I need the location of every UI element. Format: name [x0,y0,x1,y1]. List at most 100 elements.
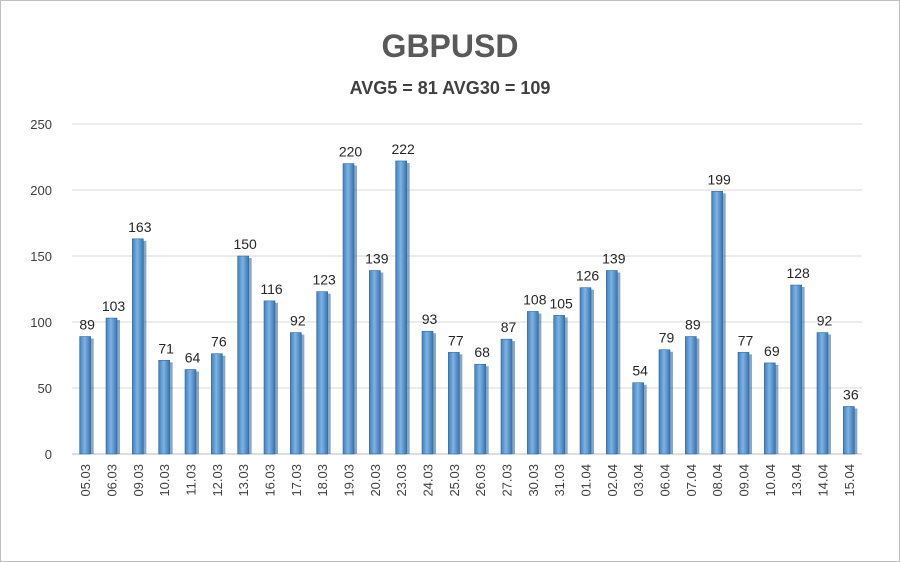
data-label: 199 [707,171,731,187]
x-tick-label: 18.03 [315,464,330,497]
bar [421,330,434,455]
x-tick-label: 15.04 [842,464,857,497]
data-label: 69 [764,343,780,359]
bar [369,270,381,455]
x-tick-label: 06.04 [658,464,673,497]
bar [184,369,197,455]
x-tick-label: 12.03 [210,464,225,497]
x-tick-label: 24.03 [421,464,436,497]
x-tick-label: 16.03 [263,464,278,497]
data-label: 77 [448,332,464,348]
x-tick-label: 08.04 [710,464,725,497]
data-label: 116 [260,281,283,297]
data-label: 77 [738,332,754,348]
data-label: 222 [391,141,415,157]
data-label: 89 [79,317,95,333]
data-label: 139 [602,251,626,267]
bar [448,352,460,455]
x-tick-label: 11.03 [184,464,199,496]
bar [527,311,539,455]
bar [395,160,407,455]
bar [632,382,644,455]
bar [685,336,697,455]
x-tick-label: 02.04 [605,464,620,497]
data-label: 220 [339,144,363,160]
data-label: 68 [474,344,490,360]
bar [263,300,276,455]
bar [211,353,223,455]
y-tick-label: 50 [38,381,52,396]
x-tick-label: 20.03 [368,464,383,497]
x-tick-label: 26.03 [473,464,488,497]
x-tick-label: 07.04 [684,464,699,497]
x-tick-label: 30.03 [526,464,541,497]
data-label: 64 [185,350,201,366]
bar [132,238,144,455]
bar [579,287,592,455]
data-label: 54 [632,363,648,379]
x-tick-label: 27.03 [500,464,515,497]
y-tick-label: 200 [30,183,52,198]
bar [290,332,302,455]
x-tick-label: 05.03 [78,464,93,497]
bar [316,291,328,455]
data-label: 36 [843,386,859,402]
bar [658,349,671,455]
data-label: 163 [128,219,152,235]
data-label: 93 [422,311,438,327]
x-tick-label: 14.04 [816,464,831,497]
y-tick-label: 0 [45,447,52,462]
bar [237,255,249,455]
bar [843,406,855,455]
data-label: 128 [786,265,810,281]
bar [764,362,776,455]
bar [711,191,723,455]
bar [474,363,486,455]
bar [737,352,750,455]
x-tick-label: 17.03 [289,464,304,497]
chart-subtitle: AVG5 = 81 AVG30 = 109 [349,78,551,98]
x-tick-label: 09.03 [131,464,146,497]
bar [158,359,170,455]
data-label: 76 [211,334,227,350]
bar [342,163,355,455]
data-label: 123 [312,272,336,288]
data-label: 92 [290,313,306,329]
x-tick-label: 13.04 [789,464,804,497]
x-tick-label: 19.03 [342,464,357,497]
data-label: 139 [365,251,389,267]
bar [500,338,513,455]
data-label: 87 [501,319,517,335]
y-tick-label: 100 [30,315,52,330]
x-tick-label: 31.03 [552,464,567,497]
data-label: 108 [523,291,547,307]
bar [606,270,618,455]
y-tick-label: 250 [30,117,52,132]
data-label: 71 [158,340,174,356]
bar [816,332,829,455]
y-tick-label: 150 [30,249,52,264]
data-label: 79 [659,330,675,346]
data-label: 126 [576,268,600,284]
data-label: 150 [233,236,257,252]
x-tick-label: 13.03 [236,464,251,497]
data-label: 103 [102,298,126,314]
bar [553,315,565,455]
bar [79,336,91,455]
data-label: 105 [549,295,573,311]
x-tick-label: 06.03 [105,464,120,497]
data-label: 89 [685,317,701,333]
data-label: 92 [817,313,833,329]
x-tick-label: 10.03 [157,464,172,497]
chart-title: GBPUSD [381,28,519,64]
x-tick-label: 09.04 [737,464,752,497]
bar [105,317,118,455]
x-tick-label: 25.03 [447,464,462,497]
x-tick-label: 01.04 [579,464,594,497]
x-tick-label: 10.04 [763,464,778,497]
x-tick-label: 03.04 [631,464,646,497]
x-tick-label: 23.03 [394,464,409,497]
bar [790,284,802,455]
